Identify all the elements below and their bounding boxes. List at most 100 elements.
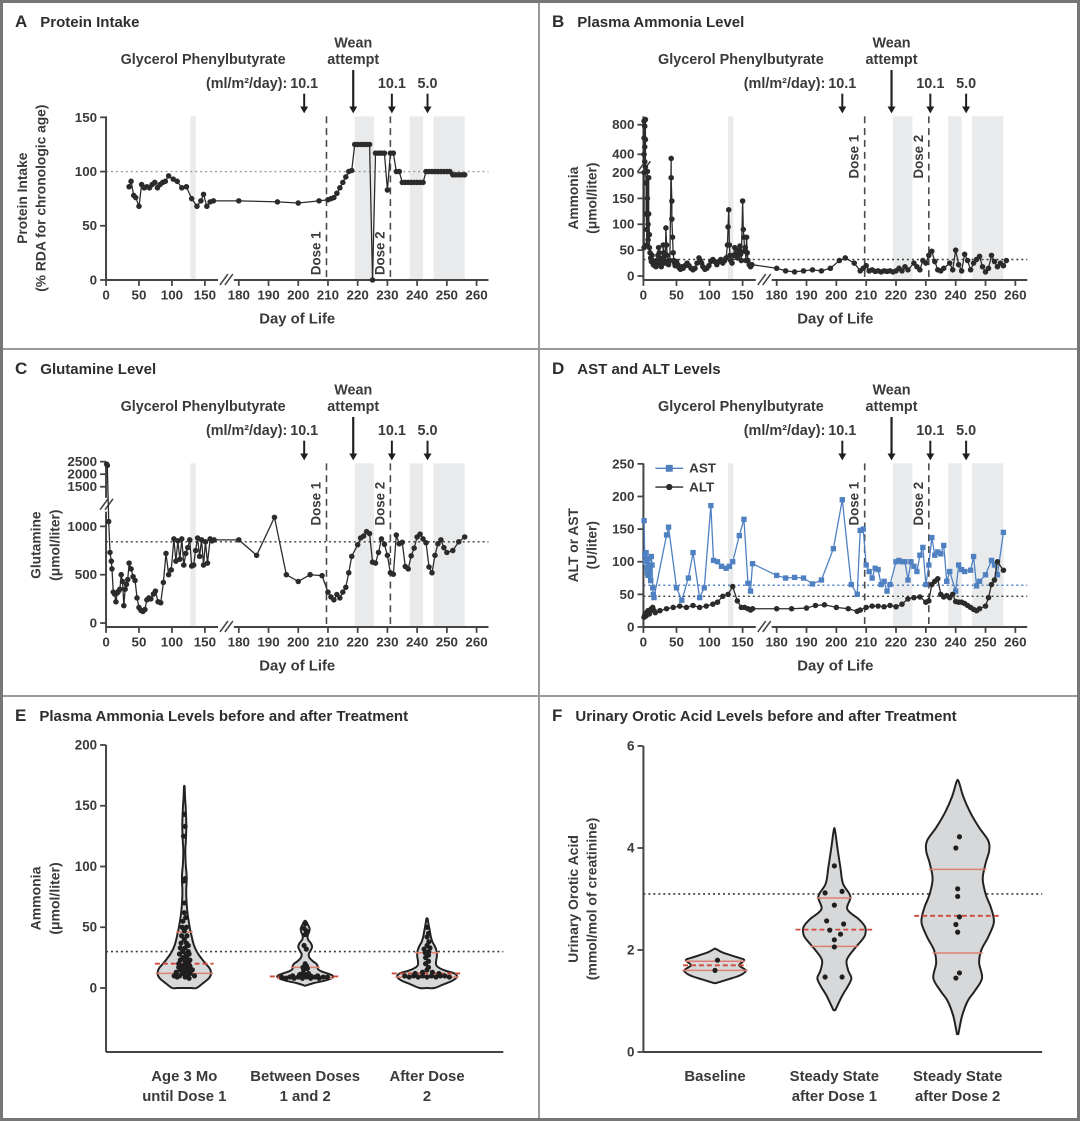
panel-d-ast-alt: D AST and ALT Levels Dose 1 Dose 2 0 50 100 1… (540, 350, 1077, 697)
svg-text:Day of Life: Day of Life (259, 311, 335, 327)
category-label-2: Steady State after Dose 1 (790, 1068, 879, 1105)
svg-text:180: 180 (228, 635, 250, 650)
svg-text:(% RDA for chronologic age): (% RDA for chronologic age) (33, 105, 49, 292)
svg-text:(μmol/liter): (μmol/liter) (584, 163, 600, 234)
panel-c-glutamine: C Glutamine Level Dose 1 Dose 2 0 50 100 150 1… (3, 350, 540, 697)
svg-text:1 and 2: 1 and 2 (280, 1088, 331, 1105)
svg-text:Dose 1: Dose 1 (847, 134, 862, 178)
svg-text:210: 210 (317, 288, 339, 303)
svg-text:(μmol/liter): (μmol/liter) (47, 862, 63, 934)
svg-text:50: 50 (82, 920, 97, 935)
svg-text:100: 100 (75, 164, 97, 179)
panel-c-title: C Glutamine Level (15, 359, 156, 379)
svg-text:500: 500 (75, 567, 97, 582)
svg-text:190: 190 (795, 288, 817, 303)
panel-letter: B (552, 12, 565, 31)
ast-alt-chart: Dose 1 Dose 2 0 50 100 150 180 190 200 210 220 230 2… (565, 382, 1028, 674)
svg-text:100: 100 (161, 635, 183, 650)
panel-letter: D (552, 359, 565, 378)
protein-intake-chart: Dose 1 Dose 2 0 50 100 150 180 190 200 210 220 230 2… (14, 35, 489, 327)
svg-text:0: 0 (640, 635, 647, 650)
svg-text:AST: AST (689, 461, 717, 476)
svg-text:200: 200 (825, 288, 847, 303)
svg-text:10.1: 10.1 (290, 423, 318, 439)
svg-text:250: 250 (612, 456, 634, 471)
svg-text:150: 150 (731, 288, 753, 303)
svg-text:10.1: 10.1 (290, 76, 318, 92)
svg-text:10.1: 10.1 (828, 76, 856, 92)
svg-text:Glycerol Phenylbutyrate: Glycerol Phenylbutyrate (121, 52, 286, 68)
svg-text:Dose 1: Dose 1 (309, 231, 324, 275)
svg-text:190: 190 (795, 635, 817, 650)
svg-text:260: 260 (465, 288, 487, 303)
violin-3-points (953, 834, 963, 981)
svg-text:0: 0 (90, 980, 97, 995)
svg-text:10.1: 10.1 (378, 423, 406, 439)
svg-text:220: 220 (885, 635, 907, 650)
series-ammonia (641, 116, 1010, 275)
svg-text:150: 150 (612, 522, 634, 537)
svg-text:Dose 2: Dose 2 (372, 482, 387, 526)
svg-text:210: 210 (317, 635, 339, 650)
ammonia-violin-chart: 0 50 100 150 200 Ammonia (μmol/liter) Age 3 Mo u… (28, 737, 504, 1105)
treatment-annotation: Glycerol Phenylbutyrate(ml/m²/day): 10.1 1… (658, 35, 976, 114)
svg-text:260: 260 (1004, 635, 1026, 650)
svg-text:250: 250 (974, 288, 996, 303)
svg-text:0: 0 (627, 269, 634, 284)
svg-text:200: 200 (75, 737, 97, 752)
svg-text:200: 200 (287, 288, 309, 303)
glutamine-chart: Dose 1 Dose 2 0 50 100 150 180 190 200 210 220 230 2… (28, 382, 489, 674)
axes: 0 50 100 150 180 190 200 210 220 230 240 250 260 Day … (565, 456, 1028, 674)
series-protein_intake_pct_rda (126, 141, 468, 283)
svg-text:6: 6 (627, 738, 634, 753)
series-ALT (641, 558, 1007, 620)
legend: AST ALT (655, 461, 717, 495)
svg-text:2: 2 (423, 1088, 431, 1105)
svg-text:220: 220 (347, 288, 369, 303)
svg-text:260: 260 (1004, 288, 1026, 303)
panel-letter: E (15, 706, 27, 725)
svg-text:(ml/m²/day):: (ml/m²/day): (744, 423, 826, 439)
svg-text:0: 0 (640, 288, 647, 303)
svg-text:Glycerol Phenylbutyrate: Glycerol Phenylbutyrate (658, 52, 824, 68)
svg-text:Between Doses: Between Doses (250, 1068, 360, 1085)
violin-2-points (822, 863, 847, 980)
category-label-2: Between Doses 1 and 2 (250, 1068, 360, 1105)
svg-text:180: 180 (765, 635, 787, 650)
svg-text:Dose 2: Dose 2 (911, 482, 926, 526)
violin-2 (795, 826, 874, 1012)
category-label-3: Steady State after Dose 2 (913, 1068, 1002, 1105)
svg-text:10.1: 10.1 (828, 423, 856, 439)
svg-text:Wean: Wean (334, 382, 372, 398)
svg-text:ALT: ALT (689, 480, 715, 495)
svg-text:180: 180 (228, 288, 250, 303)
violin-1 (682, 947, 748, 985)
svg-text:200: 200 (825, 635, 847, 650)
category-label-1: Age 3 Mo until Dose 1 (142, 1068, 226, 1105)
svg-text:Day of Life: Day of Life (797, 658, 873, 674)
svg-text:50: 50 (132, 288, 147, 303)
svg-text:Glutamine: Glutamine (28, 511, 44, 579)
violin-3-points (402, 924, 452, 980)
svg-text:5.0: 5.0 (418, 423, 438, 439)
svg-text:180: 180 (765, 288, 787, 303)
svg-text:0: 0 (102, 635, 109, 650)
svg-text:(mmol/mol of creatinine): (mmol/mol of creatinine) (584, 818, 600, 980)
treatment-annotation: Glycerol Phenylbutyrate(ml/m²/day): 10.1 1… (121, 382, 438, 461)
svg-text:100: 100 (161, 288, 183, 303)
svg-text:attempt: attempt (327, 52, 379, 68)
panel-letter: A (15, 12, 28, 31)
svg-text:5.0: 5.0 (956, 423, 976, 439)
panel-e-title: E Plasma Ammonia Levels before and after… (15, 706, 408, 726)
svg-text:1000: 1000 (67, 519, 97, 534)
violin-3 (914, 778, 1002, 1036)
svg-text:Wean: Wean (872, 382, 910, 398)
svg-text:400: 400 (612, 147, 634, 162)
ammonia-chart: Dose 1 Dose 2 0 50 100 150 180 190 200 210 220 230 2… (565, 35, 1028, 327)
panel-d-title: D AST and ALT Levels (552, 359, 721, 379)
panel-f-title: F Urinary Orotic Acid Levels before and … (552, 706, 957, 726)
svg-text:220: 220 (885, 288, 907, 303)
svg-text:150: 150 (612, 191, 634, 206)
panel-title-text: Protein Intake (40, 14, 140, 31)
svg-text:50: 50 (669, 288, 684, 303)
